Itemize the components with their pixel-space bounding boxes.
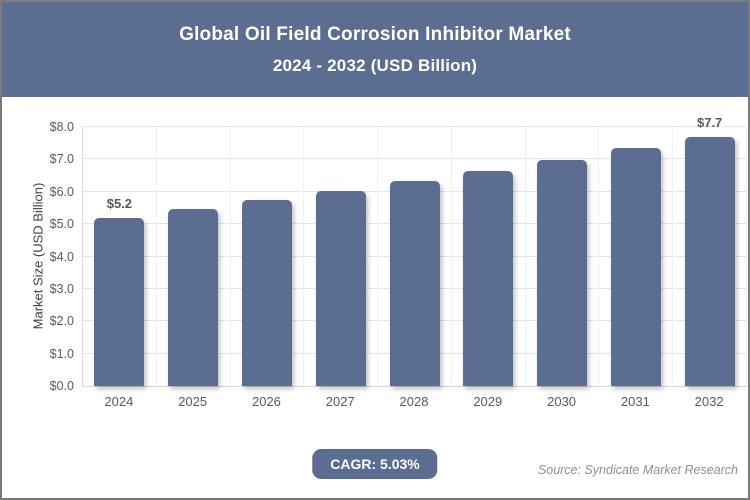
bar-2030 [537, 159, 588, 386]
bar-value-label-2032: $7.7 [696, 114, 723, 130]
y-tick-label: $7.0 [49, 152, 74, 167]
x-tick-label-2026: 2026 [251, 394, 281, 409]
bar-2029 [463, 170, 514, 386]
gridline-horizontal [83, 158, 747, 160]
y-tick-label: $3.0 [49, 281, 74, 296]
gridline-horizontal [83, 126, 747, 127]
chart-subtitle: 2024 - 2032 (USD Billion) [272, 55, 478, 75]
bar-2027 [315, 190, 366, 386]
plot-column-2031 [599, 127, 674, 386]
y-tick-label: $0.0 [49, 379, 74, 393]
bar-2031 [610, 148, 661, 386]
plot-column-2032: $7.7 [673, 115, 748, 386]
x-tick-label-2024: 2024 [104, 394, 134, 409]
x-tick-label-2028: 2028 [399, 394, 429, 409]
plot-column-2028 [378, 127, 452, 386]
cagr-badge: CAGR: 5.03% [312, 449, 438, 479]
chart-title: Global Oil Field Corrosion Inhibitor Mar… [179, 23, 571, 45]
plot-column-2030 [526, 127, 600, 386]
x-tick-label-2032: 2032 [694, 394, 724, 409]
plot-column-2029 [452, 127, 526, 386]
plot-area: $5.2 $7.7 [82, 115, 748, 387]
bar-2026 [241, 200, 292, 386]
x-tick-label-2025: 2025 [178, 394, 208, 409]
source-text: Source: Syndicate Market Research [537, 463, 738, 477]
chart-footer: CAGR: 5.03% Source: Syndicate Market Res… [2, 440, 748, 498]
x-tick-label-2031: 2031 [620, 394, 650, 409]
x-axis-labels: 2024 2025 2026 2027 2028 2029 2030 2031 2032 [82, 394, 746, 409]
bar-2028 [389, 181, 440, 386]
plot-column-2024: $5.2 [83, 127, 157, 386]
x-tick-label-2027: 2027 [325, 394, 355, 409]
bar-2024: $5.2 [94, 196, 145, 386]
y-axis-ticks: $0.0 $1.0 $2.0 $3.0 $4.0 $5.0 $6.0 $7.0 $8.0 [2, 120, 74, 393]
y-tick-label: $8.0 [49, 120, 74, 134]
y-tick-label: $5.0 [49, 217, 74, 232]
plot-column-2026 [231, 127, 305, 386]
x-tick-label-2030: 2030 [547, 394, 577, 409]
y-tick-label: $6.0 [49, 184, 74, 199]
bar-2025 [168, 209, 219, 386]
bar-value-label-2024: $5.2 [106, 195, 133, 211]
x-tick-label-2029: 2029 [473, 394, 503, 409]
chart-area: Market Size (USD Billion) $0.0 $1.0 $2.0 $3… [2, 97, 748, 440]
chart-header: Global Oil Field Corrosion Inhibitor Mar… [2, 2, 748, 97]
y-tick-label: $1.0 [49, 346, 74, 361]
plot-column-2027 [304, 127, 379, 386]
bar-2032: $7.7 [684, 115, 735, 386]
y-tick-label: $2.0 [49, 314, 74, 329]
y-tick-label: $4.0 [49, 249, 74, 264]
plot-column-2025 [157, 127, 231, 386]
